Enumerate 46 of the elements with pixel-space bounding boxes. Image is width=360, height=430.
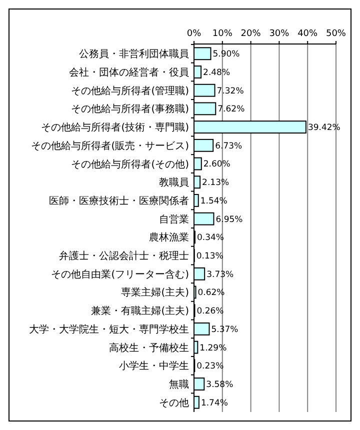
data-label: 0.23% xyxy=(196,362,224,372)
x-tick-label: 50% xyxy=(326,29,346,39)
y-tick-label: 大学・大学院生・短大・専門学校生 xyxy=(29,323,189,336)
data-label: 39.42% xyxy=(308,123,340,134)
data-label: 6.95% xyxy=(216,214,243,225)
x-tick-label: 10% xyxy=(212,29,233,39)
data-label: 3.58% xyxy=(206,380,234,390)
data-label: 1.54% xyxy=(200,196,228,206)
y-tick-label: 医師・医療技術士・医療関係者 xyxy=(49,194,189,207)
y-tick-label: 公務員・非営利団体職員 xyxy=(79,48,189,60)
x-tick-label: 40% xyxy=(298,29,318,39)
y-tick-label: 弁護士・公認会計士・税理士 xyxy=(59,250,189,262)
y-tick-label: 教職員 xyxy=(159,176,189,189)
data-label: 6.73% xyxy=(215,141,242,152)
y-tick-label: 農林漁業 xyxy=(149,232,189,244)
y-tick-label: 専業主婦(主夫) xyxy=(121,286,190,299)
y-tick-label: その他 xyxy=(159,396,189,409)
y-tick-label: その他給与所得者(事務職) xyxy=(71,103,190,116)
y-tick-label: 高校生・予備校生 xyxy=(109,342,189,354)
x-tick-label: 30% xyxy=(269,29,290,39)
y-tick-label: 会社・団体の経営者・役員 xyxy=(69,66,189,78)
data-label: 2.60% xyxy=(203,160,230,170)
y-tick-label: その他給与所得者(その他) xyxy=(71,158,190,170)
y-tick-label: 小学生・中学生 xyxy=(119,360,189,372)
data-label: 1.74% xyxy=(200,398,228,408)
data-label: 0.13% xyxy=(196,252,224,262)
data-label: 1.29% xyxy=(200,343,227,354)
y-tick-label: 自営業 xyxy=(159,213,189,226)
y-tick-label: 兼業・有職主婦(主夫) xyxy=(91,305,190,318)
y-tick-label: 無職 xyxy=(169,378,189,391)
data-label: 5.90% xyxy=(212,50,240,60)
data-label: 2.48% xyxy=(203,68,230,78)
y-tick-label: その他給与所得者(販売・サービス) xyxy=(31,140,190,152)
data-label: 2.13% xyxy=(202,178,230,188)
data-label: 3.73% xyxy=(206,270,234,280)
x-tick-label: 20% xyxy=(240,29,262,39)
y-tick-label: その他給与所得者(管理職) xyxy=(71,84,190,97)
y-tick-label: その他自由業(フリーター含む) xyxy=(51,268,190,280)
data-label: 0.62% xyxy=(198,288,225,298)
data-label: 5.37% xyxy=(211,324,238,335)
y-tick-label: その他給与所得者(技術・専門職) xyxy=(41,122,190,134)
data-label: 0.26% xyxy=(196,306,224,317)
x-tick-label: 0% xyxy=(186,29,202,39)
data-label: 0.34% xyxy=(196,233,224,244)
data-label: 7.62% xyxy=(218,104,245,115)
data-label: 7.32% xyxy=(216,86,244,96)
